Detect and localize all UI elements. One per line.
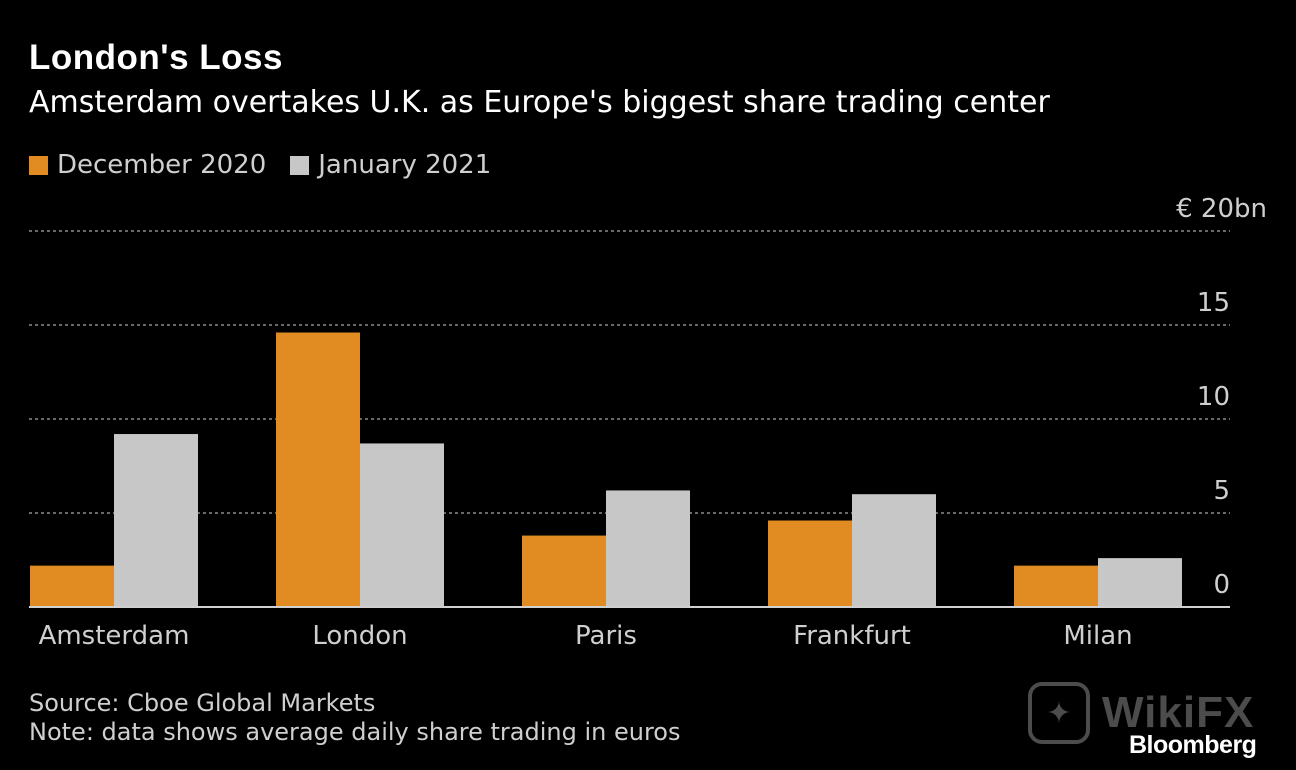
eagle-icon: ✦ xyxy=(1028,682,1090,744)
x-tick-label: Amsterdam xyxy=(39,621,190,651)
bar-milan-december-2020 xyxy=(1014,565,1098,607)
bar-frankfurt-january-2021 xyxy=(852,494,936,607)
bar-amsterdam-december-2020 xyxy=(30,565,114,607)
legend-label-january-2021: January 2021 xyxy=(318,150,492,180)
bar-milan-january-2021 xyxy=(1098,558,1182,607)
legend-label-december-2020: December 2020 xyxy=(57,150,267,180)
bar-paris-january-2021 xyxy=(606,490,690,607)
legend-swatch-january-2021 xyxy=(290,155,310,175)
source-text: Source: Cboe Global Markets xyxy=(29,689,376,717)
chart-title: London's Loss xyxy=(29,38,283,77)
bar-amsterdam-january-2021 xyxy=(114,434,198,607)
bar-frankfurt-december-2020 xyxy=(768,520,852,607)
x-tick-label: London xyxy=(312,621,407,651)
x-tick-label: Frankfurt xyxy=(793,621,911,651)
legend: December 2020 January 2021 xyxy=(29,150,515,180)
y-tick-label: 0 xyxy=(1213,570,1230,600)
note-text: Note: data shows average daily share tra… xyxy=(29,718,681,746)
y-tick-label: 15 xyxy=(1197,288,1230,318)
y-tick-label: 5 xyxy=(1213,476,1230,506)
legend-item-december-2020: December 2020 xyxy=(29,150,266,180)
watermark: ✦ WikiFX xyxy=(1028,682,1254,744)
y-tick-label: 10 xyxy=(1197,382,1230,412)
bar-london-january-2021 xyxy=(360,443,444,607)
bar-london-december-2020 xyxy=(276,332,360,607)
legend-swatch-december-2020 xyxy=(29,155,48,175)
bloomberg-logo: Bloomberg xyxy=(1129,731,1257,759)
x-tick-label: Milan xyxy=(1063,621,1132,651)
x-tick-label: Paris xyxy=(575,621,637,651)
legend-item-january-2021: January 2021 xyxy=(290,150,491,180)
watermark-text: WikiFX xyxy=(1102,688,1255,737)
y-tick-label: € 20bn xyxy=(1176,194,1267,224)
chart-subtitle: Amsterdam overtakes U.K. as Europe's big… xyxy=(29,85,1050,120)
bar-paris-december-2020 xyxy=(522,535,606,607)
